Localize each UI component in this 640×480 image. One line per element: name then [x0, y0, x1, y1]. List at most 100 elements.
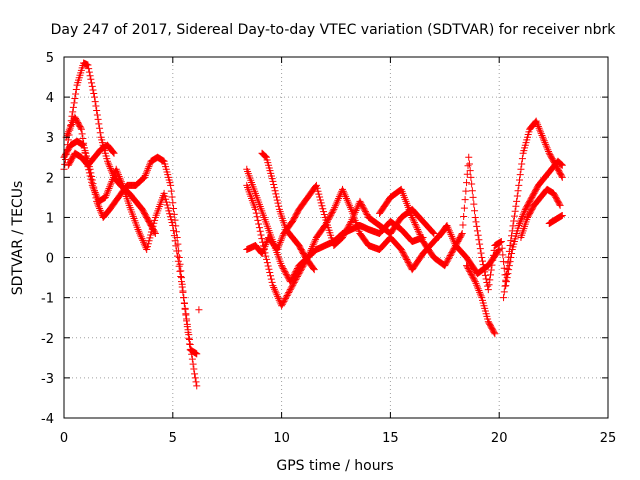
data-point	[170, 210, 178, 218]
data-point	[329, 207, 337, 215]
data-point	[558, 211, 566, 219]
data-point	[93, 192, 101, 200]
data-point	[317, 199, 325, 207]
data-point	[558, 172, 566, 180]
data-point	[442, 260, 450, 268]
data-point	[308, 243, 316, 251]
x-tick-label: 15	[382, 431, 399, 446]
data-point	[190, 365, 198, 373]
data-point	[278, 233, 286, 241]
data-point	[105, 184, 113, 192]
data-point	[145, 163, 153, 171]
data-point	[64, 130, 72, 138]
data-point	[289, 280, 297, 288]
data-point	[404, 258, 412, 266]
data-point	[481, 268, 489, 276]
data-point	[428, 228, 436, 236]
data-point	[316, 193, 324, 201]
data-point	[442, 259, 450, 267]
data-point	[182, 310, 190, 318]
data-point	[462, 187, 470, 195]
data-point	[463, 170, 471, 178]
data-point	[104, 188, 112, 196]
data-point	[537, 128, 545, 136]
data-point	[477, 249, 485, 257]
data-point	[137, 233, 145, 241]
data-point	[545, 147, 553, 155]
data-point	[146, 234, 154, 242]
data-point	[267, 272, 275, 280]
data-point	[88, 181, 96, 189]
data-point	[507, 237, 515, 245]
data-point	[320, 211, 328, 219]
data-point	[445, 225, 453, 233]
data-point	[330, 205, 338, 213]
data-point	[188, 355, 196, 363]
chart-title: Day 247 of 2017, Sidereal Day-to-day VTE…	[51, 22, 617, 38]
data-point	[255, 220, 263, 228]
data-point	[468, 272, 476, 280]
data-point	[274, 244, 282, 252]
data-point	[516, 176, 524, 184]
data-point	[273, 291, 281, 299]
data-point	[473, 281, 481, 289]
data-point	[497, 238, 505, 246]
data-point	[327, 211, 335, 219]
data-point	[446, 229, 454, 237]
data-point	[352, 207, 360, 215]
data-point	[544, 146, 552, 154]
data-point	[88, 82, 96, 90]
data-point	[331, 204, 339, 212]
data-point	[87, 75, 95, 83]
data-point	[192, 378, 200, 386]
data-point	[297, 267, 305, 275]
data-point	[293, 274, 301, 282]
data-point	[160, 189, 168, 197]
data-point	[193, 382, 201, 390]
data-point	[79, 135, 87, 143]
data-point	[319, 205, 327, 213]
data-point	[344, 223, 352, 231]
data-point	[113, 167, 121, 175]
data-point	[333, 198, 341, 206]
data-point	[448, 249, 456, 257]
y-tick-label: 1	[46, 211, 54, 226]
data-point	[476, 240, 484, 248]
data-point	[257, 231, 265, 239]
data-point	[558, 173, 566, 181]
data-point	[270, 180, 278, 188]
data-point	[400, 250, 408, 258]
data-point	[144, 240, 152, 248]
data-point	[342, 226, 350, 234]
data-point	[339, 185, 347, 193]
data-point	[536, 126, 544, 134]
data-point	[86, 172, 94, 180]
data-point	[467, 173, 475, 181]
data-point	[511, 207, 519, 215]
data-point	[405, 260, 413, 268]
data-point	[106, 181, 114, 189]
grid	[64, 57, 608, 418]
data-point	[272, 289, 280, 297]
data-point	[343, 196, 351, 204]
data-point	[273, 193, 281, 201]
data-point	[340, 231, 348, 239]
data-point	[70, 99, 78, 107]
data-point	[275, 240, 283, 248]
data-point	[80, 139, 88, 147]
y-tick-label: -2	[41, 332, 54, 347]
data-point	[170, 232, 178, 240]
data-point	[464, 264, 472, 272]
data-point	[473, 283, 481, 291]
y-tick-label: -1	[41, 292, 54, 307]
data-point	[348, 216, 356, 224]
data-point	[147, 231, 155, 239]
data-point	[90, 93, 98, 101]
data-point	[94, 115, 102, 123]
data-point	[63, 131, 71, 139]
data-point	[489, 256, 497, 264]
data-point	[535, 124, 543, 132]
data-point	[162, 195, 170, 203]
data-point	[416, 231, 424, 239]
data-point	[465, 266, 473, 274]
